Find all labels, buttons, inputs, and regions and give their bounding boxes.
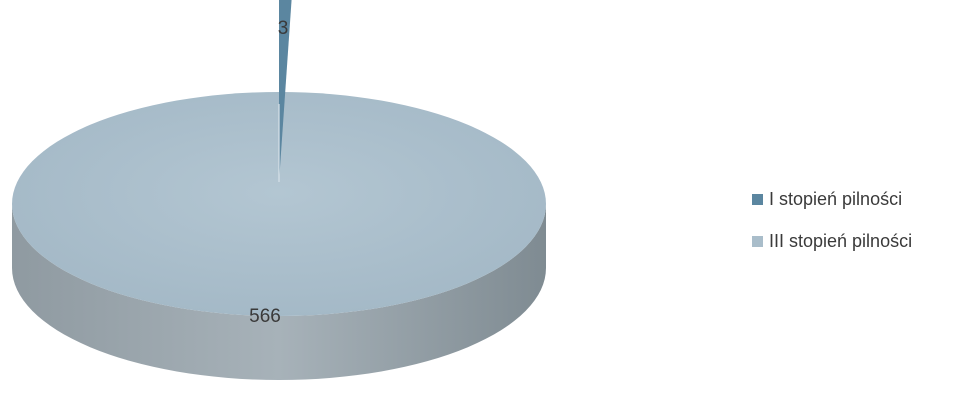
legend-item-1: III stopień pilności xyxy=(752,228,957,254)
legend-label-1: III stopień pilności xyxy=(769,230,913,251)
data-label-1: 566 xyxy=(249,306,281,327)
legend: I stopień pilności III stopień pilności xyxy=(752,186,957,270)
data-labels: 3 566 xyxy=(249,18,288,327)
legend-label-0: I stopień pilności xyxy=(769,188,903,209)
pie-side xyxy=(12,204,546,380)
data-label-0: 3 xyxy=(278,18,289,39)
legend-swatch-0 xyxy=(752,193,763,205)
slice-0 xyxy=(279,0,292,182)
slice-1 xyxy=(12,92,546,316)
pie-slices xyxy=(278,0,292,182)
pie-side-wall xyxy=(12,204,546,380)
legend-item-0: I stopień pilności xyxy=(752,186,957,212)
legend-swatch-1 xyxy=(752,235,763,247)
pie-top xyxy=(12,92,546,316)
